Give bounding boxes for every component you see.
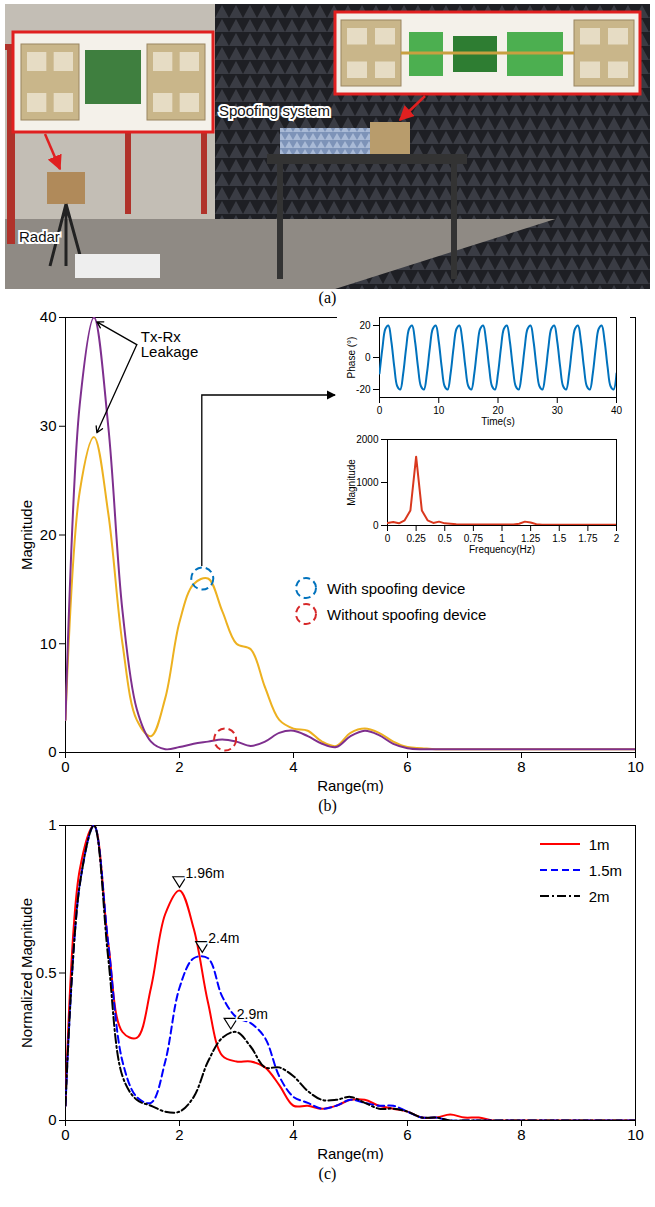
- html-text:Without spoofing device: Without spoofing device: [327, 605, 487, 623]
- svg-text:Tx-RxLeakage: Tx-RxLeakage: [141, 328, 199, 360]
- svg-text:6: 6: [403, 758, 411, 775]
- svg-text:2: 2: [175, 758, 183, 775]
- svg-text:40: 40: [611, 405, 623, 416]
- svg-text:1000: 1000: [356, 477, 379, 488]
- svg-text:Radar: Radar: [19, 228, 60, 245]
- svg-text:4: 4: [289, 758, 297, 775]
- html-text:2m: 2m: [588, 887, 610, 905]
- svg-text:0: 0: [48, 743, 56, 760]
- svg-text:20: 20: [40, 526, 57, 543]
- svg-text:6: 6: [403, 1126, 411, 1143]
- svg-text:2000: 2000: [356, 434, 379, 445]
- svg-text:Spoofing system: Spoofing system: [219, 102, 330, 119]
- svg-text:0: 0: [373, 520, 379, 531]
- svg-text:8: 8: [517, 1126, 525, 1143]
- svg-text:20: 20: [359, 320, 371, 331]
- svg-text:Normalized Magnitude: Normalized Magnitude: [18, 898, 35, 1048]
- svg-text:1.75: 1.75: [578, 533, 598, 544]
- svg-text:2.4m: 2.4m: [208, 930, 239, 946]
- svg-text:10: 10: [40, 635, 57, 652]
- svg-text:1: 1: [499, 533, 505, 544]
- svg-text:4: 4: [289, 1126, 297, 1143]
- svg-text:30: 30: [552, 405, 564, 416]
- svg-text:0: 0: [48, 1111, 56, 1128]
- svg-text:1.96m: 1.96m: [186, 865, 225, 881]
- svg-text:40: 40: [40, 308, 57, 325]
- svg-text:0.75: 0.75: [464, 533, 484, 544]
- svg-text:0.5: 0.5: [438, 533, 452, 544]
- html-text:(b): (b): [318, 797, 337, 814]
- svg-text:10: 10: [627, 758, 644, 775]
- svg-text:1.5: 1.5: [552, 533, 566, 544]
- svg-text:20: 20: [492, 405, 504, 416]
- svg-text:2: 2: [614, 533, 620, 544]
- svg-text:Range(m): Range(m): [317, 1145, 384, 1162]
- svg-text:0: 0: [61, 1126, 69, 1143]
- svg-text:Magnitude: Magnitude: [346, 459, 357, 506]
- svg-text:-20: -20: [356, 384, 371, 395]
- svg-text:0: 0: [377, 405, 383, 416]
- svg-text:10: 10: [433, 405, 445, 416]
- svg-text:0.5: 0.5: [36, 964, 57, 981]
- svg-text:Magnitude: Magnitude: [18, 500, 35, 570]
- html-text:1m: 1m: [588, 835, 610, 853]
- svg-text:1: 1: [48, 816, 56, 833]
- svg-text:2.9m: 2.9m: [237, 1006, 268, 1022]
- html-text:1.5m: 1.5m: [588, 861, 622, 879]
- svg-text:Phase (°): Phase (°): [346, 337, 357, 379]
- svg-text:0.25: 0.25: [406, 533, 426, 544]
- html-text:(a): (a): [318, 289, 337, 306]
- svg-text:1.25: 1.25: [521, 533, 541, 544]
- svg-text:30: 30: [40, 417, 57, 434]
- html-text:(c): (c): [318, 1165, 337, 1182]
- svg-text:2: 2: [175, 1126, 183, 1143]
- svg-text:0: 0: [61, 758, 69, 775]
- svg-text:8: 8: [517, 758, 525, 775]
- svg-text:Time(s): Time(s): [481, 416, 515, 427]
- svg-text:0: 0: [385, 533, 391, 544]
- svg-text:0: 0: [365, 352, 371, 363]
- svg-text:10: 10: [627, 1126, 644, 1143]
- svg-text:Frequency(Hz): Frequency(Hz): [469, 544, 535, 555]
- html-text:With spoofing device: With spoofing device: [327, 579, 466, 597]
- svg-text:Range(m): Range(m): [317, 777, 384, 794]
